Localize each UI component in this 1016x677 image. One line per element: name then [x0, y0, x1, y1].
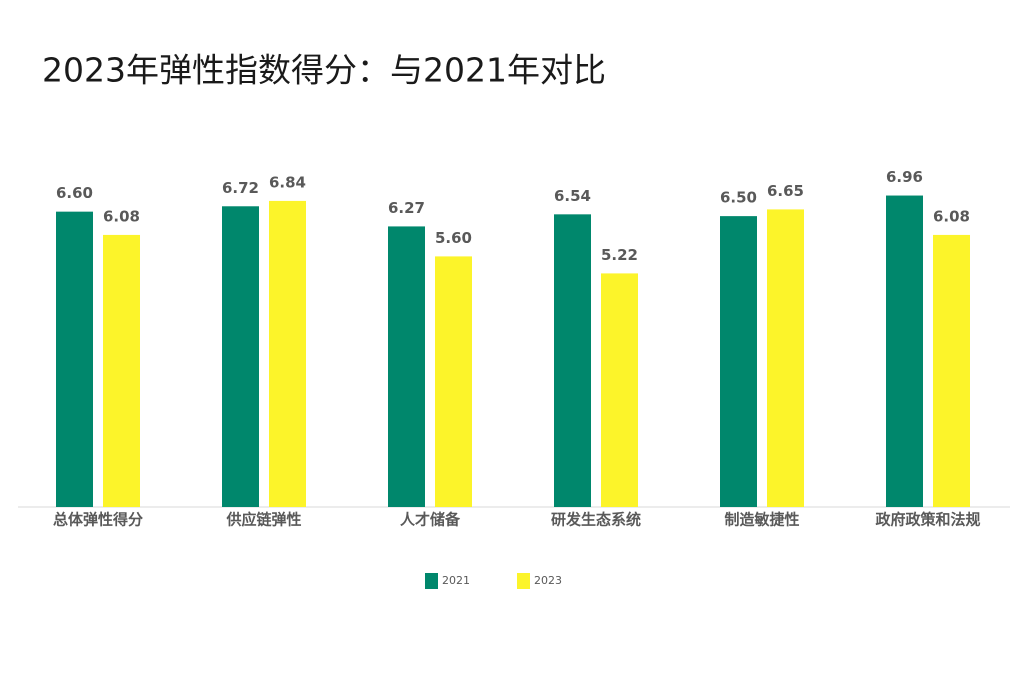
x-tick-label: 制造敏捷性: [724, 511, 799, 529]
x-tick-label: 研发生态系统: [551, 511, 641, 529]
bar: [222, 206, 259, 507]
legend-label: 2023: [534, 574, 562, 587]
value-label: 6.65: [767, 182, 804, 200]
x-tick-label: 供应链弹性: [225, 511, 301, 529]
value-label: 6.72: [222, 179, 259, 197]
value-label: 6.96: [886, 168, 923, 186]
value-label: 6.54: [554, 187, 591, 205]
bar: [388, 226, 425, 508]
value-label: 6.08: [103, 207, 140, 225]
x-tick-label: 总体弹性得分: [53, 511, 143, 529]
legend-label: 2021: [442, 574, 470, 587]
bar: [601, 273, 638, 507]
value-label: 6.27: [388, 199, 425, 217]
x-tick-label: 人才储备: [400, 511, 461, 529]
bar: [933, 234, 970, 508]
bar: [56, 211, 93, 507]
chart-title: 2023年弹性指数得分：与2021年对比: [42, 51, 606, 90]
legend-swatch: [517, 573, 530, 589]
bar: [103, 234, 140, 508]
value-label: 5.22: [601, 246, 638, 264]
bar: [554, 214, 591, 507]
value-label: 6.84: [269, 173, 306, 191]
value-label: 6.08: [933, 207, 970, 225]
value-label: 6.50: [720, 189, 757, 207]
bar: [886, 195, 923, 508]
x-tick-label: 政府政策和法规: [875, 511, 980, 529]
bar: [767, 209, 804, 507]
value-label: 6.60: [56, 184, 93, 202]
bar: [435, 256, 472, 507]
bar: [269, 200, 306, 507]
legend-swatch: [425, 573, 438, 589]
value-label: 5.60: [435, 229, 472, 247]
bar: [720, 216, 757, 507]
